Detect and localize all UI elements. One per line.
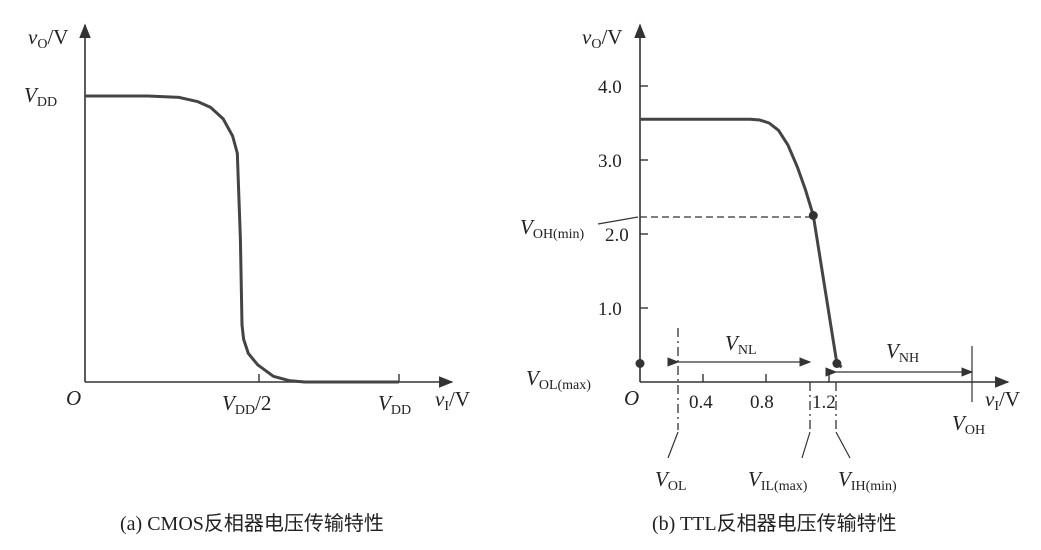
- chart-a-x-tick-label-vdd-half: VDD/2: [222, 391, 271, 418]
- chart-a-x-tick-label-vdd: VDD: [378, 391, 411, 418]
- chart-b-x-tick-label-08: 0.8: [750, 392, 774, 413]
- chart-b-origin-label: O: [624, 386, 639, 410]
- chart-a-origin-label: O: [66, 386, 81, 410]
- chart-b-y-label: vO/V: [582, 25, 622, 52]
- chart-a-x-label: vI/V: [435, 387, 470, 414]
- chart-b-x-tick-label-04: 0.4: [689, 392, 713, 413]
- chart-b-vil-max-leader: [801, 431, 811, 459]
- chart-b-vol-max-label: VOL(max): [526, 366, 591, 393]
- chart-b-vol-label: VOL: [655, 467, 687, 494]
- chart-b-y-tick-label-2: 2.0: [605, 225, 629, 246]
- chart-b-y-tick-label-3: 3.0: [598, 151, 622, 172]
- chart-a-y-label: vO/V: [28, 25, 68, 52]
- chart-b-series-line: [640, 117, 843, 369]
- chart-a-series-line: [85, 94, 399, 384]
- chart-b-marker-vih-min: [832, 359, 842, 368]
- chart-b-y-tick-label-4: 4.0: [598, 77, 622, 98]
- chart-b-voh-min-label: VOH(min): [520, 215, 584, 242]
- chart-b-marker-voh-min: [808, 211, 818, 220]
- chart-a-y-tick-label-vdd: VDD: [24, 83, 57, 110]
- chart-b-x-label: vI/V: [985, 387, 1020, 414]
- chart-b-vol-leader: [667, 431, 679, 459]
- chart-b-vil-max-label: VIL(max): [748, 467, 808, 494]
- chart-b-voh-min-leader: [597, 216, 639, 225]
- chart-b-voh-label: VOH: [952, 411, 985, 438]
- chart-b: vO/V vI/V O 1.0 2.0 3.0 4.0 0.4 0.8 1.2: [520, 23, 1020, 535]
- chart-b-x-tick-label-12: 1.2: [812, 392, 836, 413]
- chart-b-y-tick-label-1: 1.0: [598, 299, 622, 320]
- chart-b-marker-vol-max: [635, 359, 645, 368]
- chart-b-vnh-label: VNH: [886, 339, 919, 366]
- chart-a: vO/V vI/V O VDD/2 VDD VDD (a) CMOS反相器电压传…: [24, 23, 470, 535]
- chart-b-vih-min-label: VIH(min): [838, 467, 897, 494]
- chart-a-caption: (a) CMOS反相器电压传输特性: [120, 512, 384, 535]
- chart-b-vih-min-leader: [835, 431, 851, 459]
- chart-b-vnl-label: VNL: [725, 331, 757, 358]
- chart-b-caption: (b) TTL反相器电压传输特性: [652, 512, 897, 535]
